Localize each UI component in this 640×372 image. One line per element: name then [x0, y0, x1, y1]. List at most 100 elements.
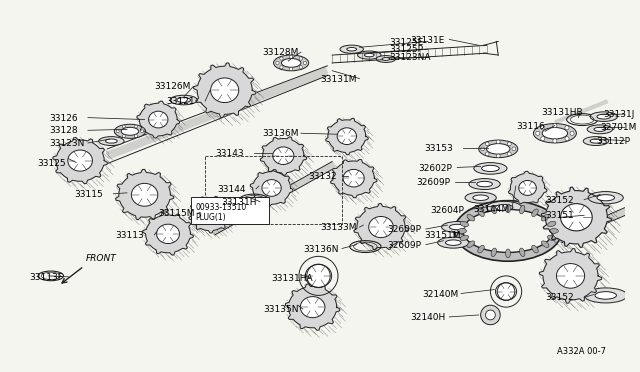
Polygon shape [326, 118, 368, 155]
Text: 33133M: 33133M [321, 223, 357, 232]
Circle shape [565, 126, 569, 130]
Text: 33121: 33121 [166, 97, 195, 106]
Text: 33144: 33144 [217, 185, 245, 194]
Ellipse shape [305, 264, 332, 287]
Text: 33125: 33125 [37, 158, 66, 168]
Ellipse shape [533, 124, 577, 143]
Ellipse shape [273, 55, 308, 71]
Polygon shape [53, 137, 108, 184]
Text: 33136N: 33136N [303, 245, 339, 254]
Text: 00933-13510: 00933-13510 [195, 203, 246, 212]
Text: 33112P: 33112P [596, 137, 630, 146]
Ellipse shape [519, 180, 536, 195]
Ellipse shape [495, 205, 513, 211]
Text: 32609P: 32609P [387, 225, 421, 234]
Ellipse shape [347, 48, 356, 51]
Ellipse shape [477, 181, 492, 187]
Circle shape [481, 305, 500, 325]
Ellipse shape [376, 55, 396, 62]
Circle shape [570, 131, 574, 135]
Ellipse shape [115, 124, 145, 138]
Ellipse shape [590, 112, 618, 121]
Polygon shape [116, 169, 174, 219]
Ellipse shape [547, 235, 556, 241]
Ellipse shape [482, 165, 499, 171]
Text: 33151: 33151 [545, 211, 574, 220]
Polygon shape [541, 187, 611, 247]
Ellipse shape [587, 125, 612, 134]
Polygon shape [189, 196, 232, 233]
Ellipse shape [597, 195, 614, 201]
Circle shape [303, 61, 307, 65]
Text: 33131HA: 33131HA [271, 274, 313, 283]
Circle shape [299, 65, 303, 69]
Text: 33144M: 33144M [473, 205, 509, 214]
Ellipse shape [463, 209, 553, 253]
Ellipse shape [445, 240, 461, 246]
Polygon shape [285, 284, 340, 330]
Ellipse shape [382, 58, 390, 60]
Ellipse shape [449, 224, 465, 230]
Ellipse shape [532, 245, 538, 253]
Ellipse shape [177, 97, 191, 102]
Text: 33125P: 33125P [389, 45, 423, 54]
Text: 33115M: 33115M [158, 209, 195, 218]
Ellipse shape [520, 205, 525, 214]
Circle shape [134, 125, 138, 128]
Circle shape [289, 55, 292, 58]
Text: 32701M: 32701M [600, 124, 636, 132]
Circle shape [536, 131, 540, 135]
Polygon shape [331, 159, 377, 198]
Text: 33116: 33116 [516, 122, 545, 131]
Ellipse shape [478, 245, 484, 253]
Ellipse shape [479, 140, 518, 158]
Ellipse shape [547, 221, 556, 227]
Circle shape [497, 154, 500, 158]
Ellipse shape [541, 241, 549, 247]
Text: 32602P: 32602P [418, 164, 452, 173]
Polygon shape [260, 137, 307, 175]
Circle shape [280, 65, 283, 69]
Ellipse shape [200, 206, 220, 223]
Ellipse shape [369, 217, 394, 238]
Text: 32140M: 32140M [422, 289, 458, 299]
Text: 33131H: 33131H [221, 198, 256, 207]
Circle shape [280, 57, 283, 60]
Ellipse shape [148, 111, 168, 128]
Circle shape [541, 126, 545, 130]
Ellipse shape [157, 224, 179, 244]
Ellipse shape [590, 139, 602, 143]
Ellipse shape [106, 139, 117, 143]
Text: 33125E: 33125E [389, 38, 423, 46]
Ellipse shape [556, 264, 584, 288]
Ellipse shape [595, 292, 616, 299]
Text: PLUG(1): PLUG(1) [195, 213, 226, 222]
Ellipse shape [486, 201, 522, 214]
Ellipse shape [542, 128, 568, 139]
Text: 33131E: 33131E [410, 36, 445, 45]
Ellipse shape [340, 45, 364, 53]
Circle shape [553, 139, 557, 143]
Ellipse shape [262, 180, 281, 196]
Circle shape [141, 130, 143, 133]
Circle shape [485, 142, 489, 146]
Text: 32604P: 32604P [430, 206, 464, 215]
Ellipse shape [541, 215, 549, 221]
Circle shape [122, 135, 125, 138]
Polygon shape [143, 213, 193, 255]
Ellipse shape [588, 192, 623, 204]
Ellipse shape [467, 241, 475, 247]
Ellipse shape [597, 114, 611, 119]
Ellipse shape [343, 169, 364, 187]
Ellipse shape [282, 58, 301, 67]
Ellipse shape [469, 179, 500, 189]
Ellipse shape [358, 51, 381, 59]
Text: 33151M: 33151M [424, 231, 461, 240]
Ellipse shape [273, 147, 294, 164]
Ellipse shape [337, 128, 356, 145]
Polygon shape [250, 170, 293, 206]
Ellipse shape [460, 221, 468, 227]
Circle shape [553, 124, 557, 128]
Text: 33123NA: 33123NA [389, 53, 430, 62]
Circle shape [276, 61, 279, 65]
